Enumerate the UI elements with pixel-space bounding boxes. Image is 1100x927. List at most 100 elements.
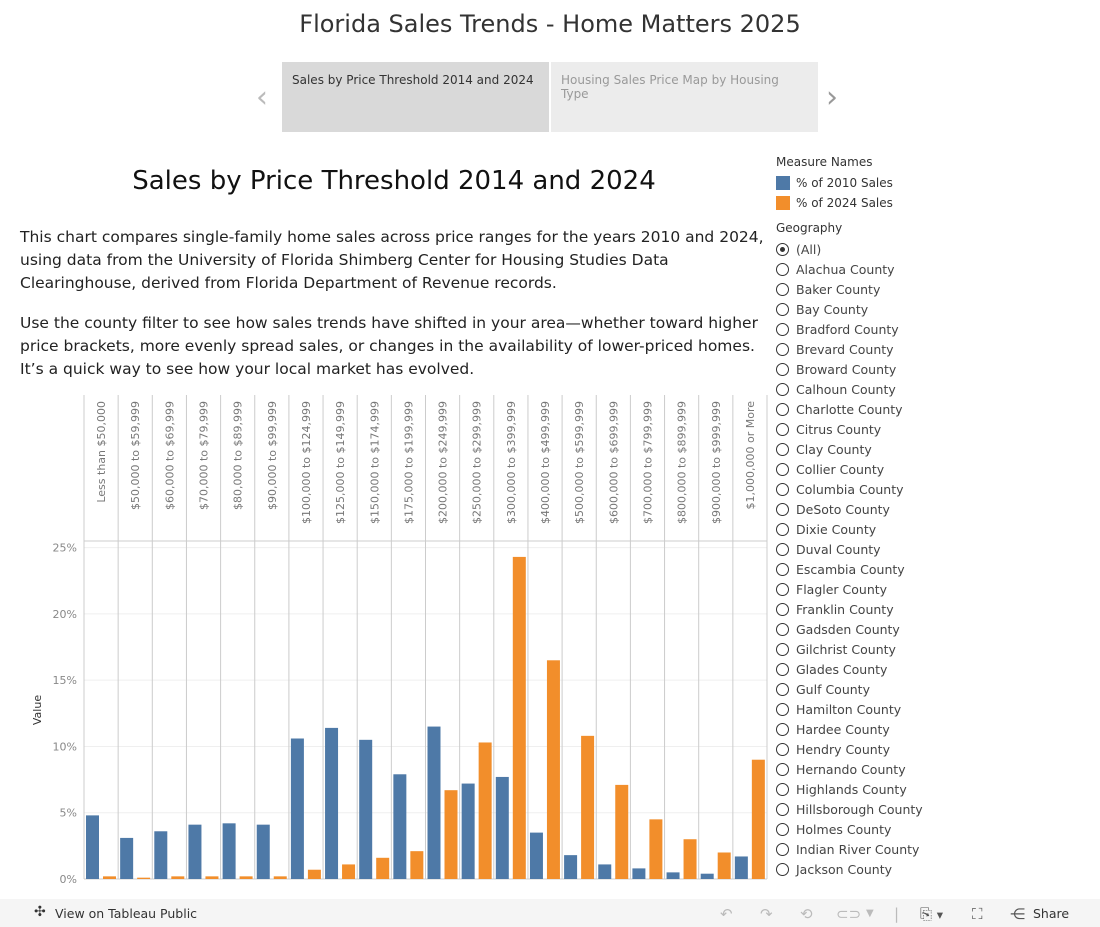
radio-icon[interactable] [776,502,789,516]
bar-2024[interactable] [615,784,629,879]
refresh-icon[interactable]: ⊂⊃ [836,905,862,923]
geography-option[interactable]: Franklin County [776,599,923,619]
redo-icon[interactable]: ↷ [760,905,773,923]
bar-2010[interactable] [598,864,612,879]
undo-icon[interactable]: ↶ [720,905,733,923]
radio-icon[interactable] [776,802,789,816]
bar-2024[interactable] [751,759,765,879]
bar-2024[interactable] [171,876,185,879]
bar-2010[interactable] [461,783,475,879]
radio-icon[interactable] [776,682,789,696]
geography-option[interactable]: Broward County [776,359,923,379]
radio-icon[interactable] [776,702,789,716]
radio-icon[interactable] [776,302,789,316]
geography-option[interactable]: Gulf County [776,679,923,699]
bar-2010[interactable] [154,831,168,879]
bar-2010[interactable] [222,823,236,879]
geography-option[interactable]: Bay County [776,299,923,319]
radio-icon[interactable] [776,642,789,656]
geography-option[interactable]: Hamilton County [776,699,923,719]
radio-icon[interactable] [776,822,789,836]
legend-item-2024[interactable]: % of 2024 Sales [776,193,923,213]
bar-2010[interactable] [700,873,714,879]
bar-2024[interactable] [205,876,219,879]
radio-icon[interactable] [776,442,789,456]
bar-2010[interactable] [359,739,373,879]
geography-option[interactable]: Gadsden County [776,619,923,639]
bar-2024[interactable] [342,864,356,879]
bar-2024[interactable] [478,742,492,879]
fullscreen-icon[interactable]: ⛶ [972,905,983,923]
geography-option[interactable]: Indian River County [776,839,923,859]
bar-2010[interactable] [290,738,304,879]
radio-icon[interactable] [776,242,789,256]
radio-icon[interactable] [776,282,789,296]
bar-2010[interactable] [256,824,270,879]
geography-option[interactable]: (All) [776,239,923,259]
bar-2024[interactable] [546,660,560,879]
radio-icon[interactable] [776,422,789,436]
geography-option[interactable]: Jackson County [776,859,923,879]
bar-2024[interactable] [512,556,526,879]
radio-icon[interactable] [776,602,789,616]
radio-icon[interactable] [776,862,789,876]
geography-option[interactable]: Columbia County [776,479,923,499]
view-on-tableau-link[interactable]: View on Tableau Public [55,906,198,921]
geography-option[interactable]: Duval County [776,539,923,559]
bar-2024[interactable] [103,876,116,879]
bar-2010[interactable] [632,868,646,879]
next-arrow-icon[interactable]: › [826,80,838,115]
share-button[interactable]: Share [1033,906,1070,921]
refresh-dropdown-icon[interactable]: ▼ [866,908,874,919]
radio-icon[interactable] [776,722,789,736]
radio-icon[interactable] [776,762,789,776]
bar-2010[interactable] [529,832,543,879]
tab-sales-by-price[interactable]: Sales by Price Threshold 2014 and 2024 [282,62,549,132]
geography-option[interactable]: Bradford County [776,319,923,339]
legend-item-2010[interactable]: % of 2010 Sales [776,173,923,193]
bar-2024[interactable] [137,877,151,879]
geography-option[interactable]: Hardee County [776,719,923,739]
radio-icon[interactable] [776,402,789,416]
geography-option[interactable]: Gilchrist County [776,639,923,659]
radio-icon[interactable] [776,262,789,276]
bar-2024[interactable] [307,869,321,879]
radio-icon[interactable] [776,582,789,596]
geography-option[interactable]: Glades County [776,659,923,679]
radio-icon[interactable] [776,562,789,576]
radio-icon[interactable] [776,322,789,336]
radio-icon[interactable] [776,342,789,356]
radio-icon[interactable] [776,542,789,556]
bar-2010[interactable] [564,855,578,879]
radio-icon[interactable] [776,842,789,856]
bar-2010[interactable] [188,824,202,879]
bar-2024[interactable] [717,852,731,879]
geography-option[interactable]: Charlotte County [776,399,923,419]
bar-2024[interactable] [239,876,253,879]
radio-icon[interactable] [776,462,789,476]
radio-icon[interactable] [776,782,789,796]
geography-option[interactable]: Hendry County [776,739,923,759]
geography-option[interactable]: Highlands County [776,779,923,799]
radio-icon[interactable] [776,522,789,536]
bar-2024[interactable] [444,790,458,879]
geography-option[interactable]: Hernando County [776,759,923,779]
bar-2024[interactable] [683,839,697,879]
bar-2024[interactable] [410,851,424,879]
tab-housing-map[interactable]: Housing Sales Price Map by Housing Type [551,62,818,132]
bar-2010[interactable] [120,837,134,879]
geography-option[interactable]: Dixie County [776,519,923,539]
bar-2010[interactable] [325,727,339,879]
geography-option[interactable]: Escambia County [776,559,923,579]
geography-option[interactable]: Calhoun County [776,379,923,399]
radio-icon[interactable] [776,742,789,756]
bar-2010[interactable] [495,776,509,879]
share-icon[interactable]: ⋲ [1010,905,1025,923]
geography-option[interactable]: Alachua County [776,259,923,279]
geography-option[interactable]: Baker County [776,279,923,299]
radio-icon[interactable] [776,482,789,496]
bar-2010[interactable] [427,726,441,879]
bar-2024[interactable] [649,819,663,879]
revert-icon[interactable]: ⟲ [800,905,813,923]
bar-2024[interactable] [273,876,287,879]
